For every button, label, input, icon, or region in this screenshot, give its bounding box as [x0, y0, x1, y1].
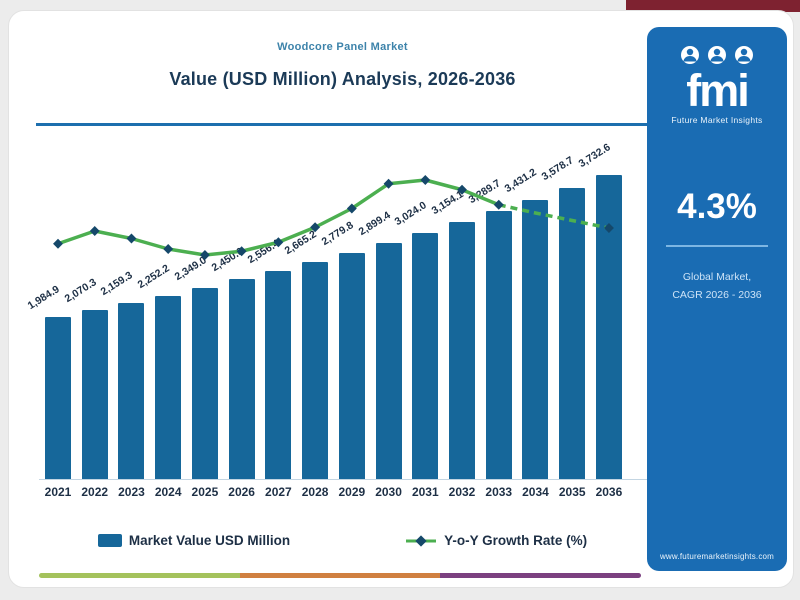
legend-item-market-value: Market Value USD Million [97, 533, 291, 548]
bar-value-label: 2,070.3 [62, 276, 99, 306]
bar-value-label: 3,431.2 [503, 165, 540, 195]
bar [45, 317, 71, 479]
bar [118, 303, 145, 479]
x-axis-label: 2034 [522, 485, 549, 499]
top-accent-bar [626, 0, 800, 12]
fmi-logo: fmi Future Market Insights [647, 45, 787, 125]
chart-legend: Market Value USD Million Y-o-Y Growth Ra… [36, 533, 649, 548]
report-header: Woodcore Panel Market Value (USD Million… [36, 11, 649, 90]
bar-value-label: 2,450.0 [209, 245, 246, 275]
bar-value-label: 2,349.0 [172, 253, 209, 283]
header-divider [36, 123, 649, 126]
x-axis-label: 2030 [375, 485, 402, 499]
cagr-label-line1: Global Market, [682, 270, 752, 283]
line-marker-icon [163, 244, 174, 254]
x-axis-label: 2031 [411, 485, 439, 499]
x-axis-label: 2026 [228, 485, 255, 499]
x-axis-label: 2036 [595, 485, 623, 499]
people-icons [681, 46, 753, 64]
bar [302, 261, 329, 479]
bar-value-label: 2,899.4 [356, 209, 393, 238]
person-icon [713, 48, 721, 56]
bar [375, 242, 402, 479]
bar [485, 211, 512, 479]
x-axis-label: 2032 [448, 485, 476, 499]
line-marker-icon [346, 203, 357, 214]
stripe-segment [440, 573, 641, 578]
footer-stripe [39, 573, 641, 578]
bar [338, 252, 365, 479]
cagr-label-line2: CAGR 2026 - 2036 [672, 288, 762, 301]
line-marker-icon [493, 199, 504, 210]
stripe-segment [39, 573, 240, 578]
person-icon [740, 48, 748, 56]
bar-value-label: 2,665.2 [282, 228, 319, 257]
bar-value-label: 3,732.6 [576, 141, 613, 170]
x-axis-baseline [39, 479, 649, 480]
bar-value-label: 2,556.4 [246, 237, 283, 266]
sidebar: fmi Future Market Insights 4.3% Global M… [647, 27, 787, 571]
bar-value-label: 3,289.7 [466, 177, 503, 207]
x-axis-label: 2035 [558, 485, 586, 499]
bar [559, 187, 586, 479]
line-marker-icon [89, 226, 100, 236]
bar-value-label: 2,159.3 [99, 269, 136, 299]
x-axis-label: 2021 [44, 485, 72, 499]
line-marker-icon [53, 238, 63, 249]
x-axis-label: 2022 [81, 485, 109, 499]
person-icon [686, 48, 694, 56]
line-marker-icon [406, 534, 437, 547]
legend-label: Y-o-Y Growth Rate (%) [444, 533, 588, 548]
bar-value-label: 3,024.0 [392, 198, 430, 228]
fmi-logo-text: fmi [686, 65, 750, 116]
bar-value-label: 3,154.1 [429, 188, 466, 218]
bar [449, 222, 476, 479]
bar [412, 232, 439, 479]
bar-value-label: 3,578.7 [539, 153, 576, 183]
x-axis-label: 2027 [265, 485, 292, 499]
report-title: Value (USD Million) Analysis, 2026-2036 [169, 69, 516, 89]
bar [155, 295, 182, 479]
x-axis-label: 2024 [154, 485, 182, 499]
x-axis-label: 2025 [191, 485, 219, 499]
content-card: Woodcore Panel Market Value (USD Million… [8, 10, 794, 588]
stripe-segment [239, 573, 441, 578]
x-axis: 2021 2022 2023 2024 2025 2026 2027 2028 2029 2030… [39, 485, 649, 505]
cagr-divider [666, 244, 768, 247]
bar [81, 310, 108, 479]
bar-swatch-icon [97, 534, 122, 547]
bar [522, 199, 549, 479]
x-axis-label: 2033 [485, 485, 513, 499]
bar [191, 287, 218, 479]
x-axis-label: 2028 [301, 485, 329, 499]
line-marker-icon [420, 175, 431, 185]
report-eyebrow: Woodcore Panel Market [277, 41, 408, 53]
bar-value-label: 2,779.8 [319, 218, 356, 248]
legend-item-growth-rate: Y-o-Y Growth Rate (%) [405, 533, 587, 548]
website-url: www.futuremarketinsights.com [659, 552, 775, 561]
line-marker-icon [126, 233, 137, 244]
x-axis-label: 2029 [338, 485, 366, 499]
bar-value-label: 1,984.9 [25, 283, 62, 313]
x-axis-label: 2023 [118, 485, 145, 499]
bar [265, 270, 292, 479]
fmi-logo-subtext: Future Market Insights [671, 114, 763, 125]
cagr-label: Global Market, CAGR 2026 - 2036 [647, 269, 787, 305]
bar [595, 175, 622, 479]
bar [228, 279, 255, 479]
bar-value-label: 2,252.2 [135, 261, 172, 291]
legend-label: Market Value USD Million [128, 533, 291, 548]
line-marker-icon [383, 178, 394, 189]
plot-area: 1,984.9 2,070.3 2,159.3 2,252.2 2,349.0 2,450… [26, 137, 649, 480]
cagr-value: 4.3% [677, 186, 757, 226]
